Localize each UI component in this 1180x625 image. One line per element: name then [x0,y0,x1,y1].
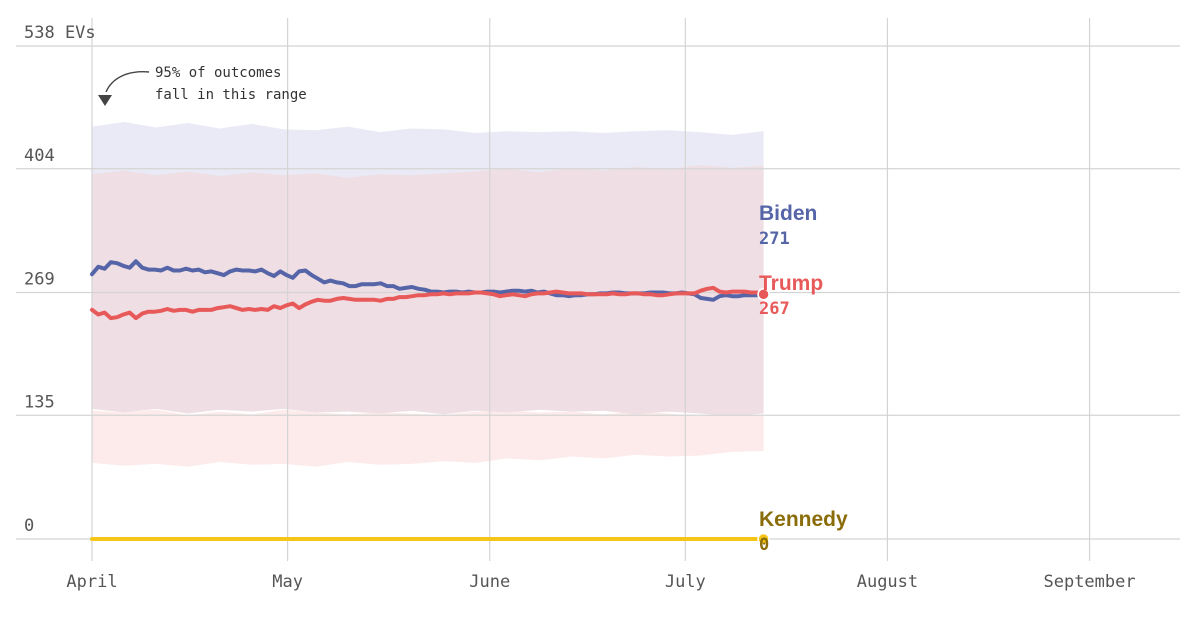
kennedy-value-label: 0 [759,535,769,555]
forecast-lines [90,259,770,546]
y-tick-label-404: 404 [24,146,55,166]
outcome-band-0 [92,122,764,182]
kennedy-end-dot [757,532,770,546]
kennedy-label: Kennedy [759,508,848,531]
y-tick-label-135: 135 [24,392,55,412]
x-tick-label-may: May [272,572,303,592]
x-tick-label-june: June [469,572,510,592]
annotation-arrowhead [98,95,112,106]
range-annotation: 95% of outcomes fall in this range [98,65,307,106]
trump-line [90,285,766,321]
trump-value-label: 267 [759,299,790,319]
annotation-arrow [105,71,150,93]
x-tick-label-july: July [665,572,706,592]
x-tick-label-april: April [66,572,117,592]
series-end-labels: Biden 271 Trump 267 Kennedy 0 [759,202,848,555]
outcome-band-1 [92,409,764,467]
x-tick-label-august: August [857,572,918,592]
annotation-line-2: fall in this range [155,87,307,103]
x-gridlines [91,18,1091,561]
y-tick-label-0: 0 [24,516,34,536]
annotation-line-1: 95% of outcomes [155,65,281,81]
biden-value-label: 271 [759,229,790,249]
y-tick-label-538: 538 EVs [24,23,96,43]
y-axis-labels: 0 135 269 404 538 EVs [24,23,96,536]
y-tick-label-269: 269 [24,269,55,289]
biden-label: Biden [759,202,817,225]
trump-label: Trump [759,272,823,295]
x-tick-label-september: September [1043,572,1135,592]
trump-end-dot [757,288,770,301]
x-axis-labels: April May June July August September [66,572,1135,592]
